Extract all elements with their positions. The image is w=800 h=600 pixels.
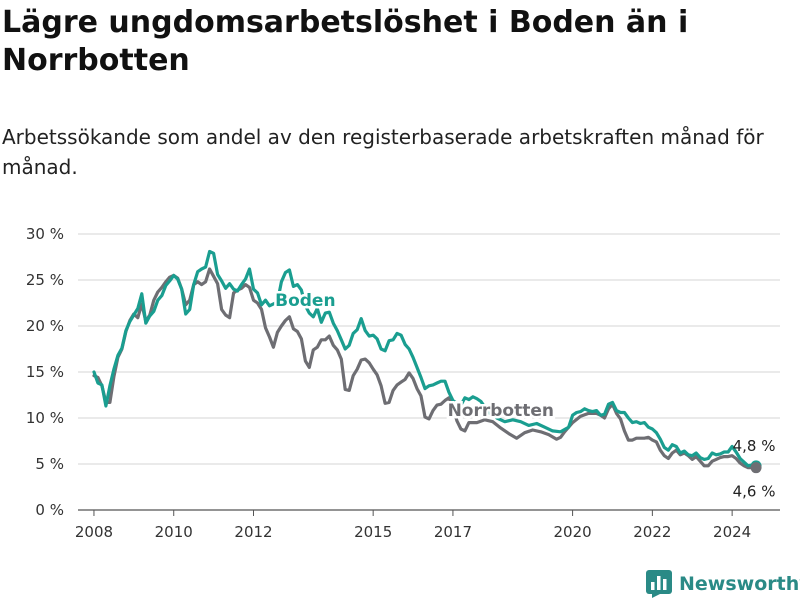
line-chart: 0 %5 %10 %15 %20 %25 %30 % 2008 2010 2012 2… — [26, 225, 780, 540]
bar-chart-logo-icon — [646, 570, 672, 598]
newsworthy-logo: Newsworthy — [646, 568, 800, 600]
series-line-boden — [92, 249, 758, 468]
x-tick-label: 2012 — [234, 523, 272, 540]
y-tick-label: 30 % — [26, 225, 64, 243]
chart-title: Lägre ungdomsarbetslöshet i Boden än i N… — [2, 5, 689, 78]
series-lines — [92, 249, 762, 474]
x-tick-label: 2015 — [354, 523, 392, 540]
x-tick-label: 2020 — [553, 523, 591, 540]
y-tick-label: 20 % — [26, 317, 64, 335]
y-tick-label: 15 % — [26, 363, 64, 381]
series-labels: Boden Norrbotten 4,8 % 4,6 % — [273, 288, 776, 501]
end-point-norrbotten — [750, 462, 762, 474]
chart-subtitle: Arbetssökande som andel av den registerb… — [2, 125, 764, 179]
end-label-norrbotten: 4,6 % — [733, 483, 776, 501]
series-line-norrbotten — [92, 267, 758, 470]
y-tick-label: 0 % — [35, 501, 64, 519]
series-label-norrbotten: Norrbotten — [448, 401, 554, 421]
x-axis: 2008 2010 2012 2015 2017 2020 2022 2024 — [75, 510, 751, 540]
brand-name: Newsworthy — [679, 573, 800, 595]
x-tick-label: 2022 — [633, 523, 671, 540]
series-label-boden: Boden — [275, 291, 335, 311]
y-tick-label: 25 % — [26, 271, 64, 289]
y-gridlines — [78, 233, 780, 511]
x-tick-label: 2008 — [75, 523, 113, 540]
y-tick-label: 5 % — [35, 455, 64, 473]
y-tick-label: 10 % — [26, 409, 64, 427]
y-axis: 0 % 5 % 10 % 15 % 20 % 25 % 30 % — [26, 225, 64, 519]
x-tick-label: 2017 — [434, 523, 472, 540]
end-label-boden: 4,8 % — [733, 437, 776, 455]
x-tick-label: 2024 — [713, 523, 751, 540]
x-tick-label: 2010 — [155, 523, 193, 540]
